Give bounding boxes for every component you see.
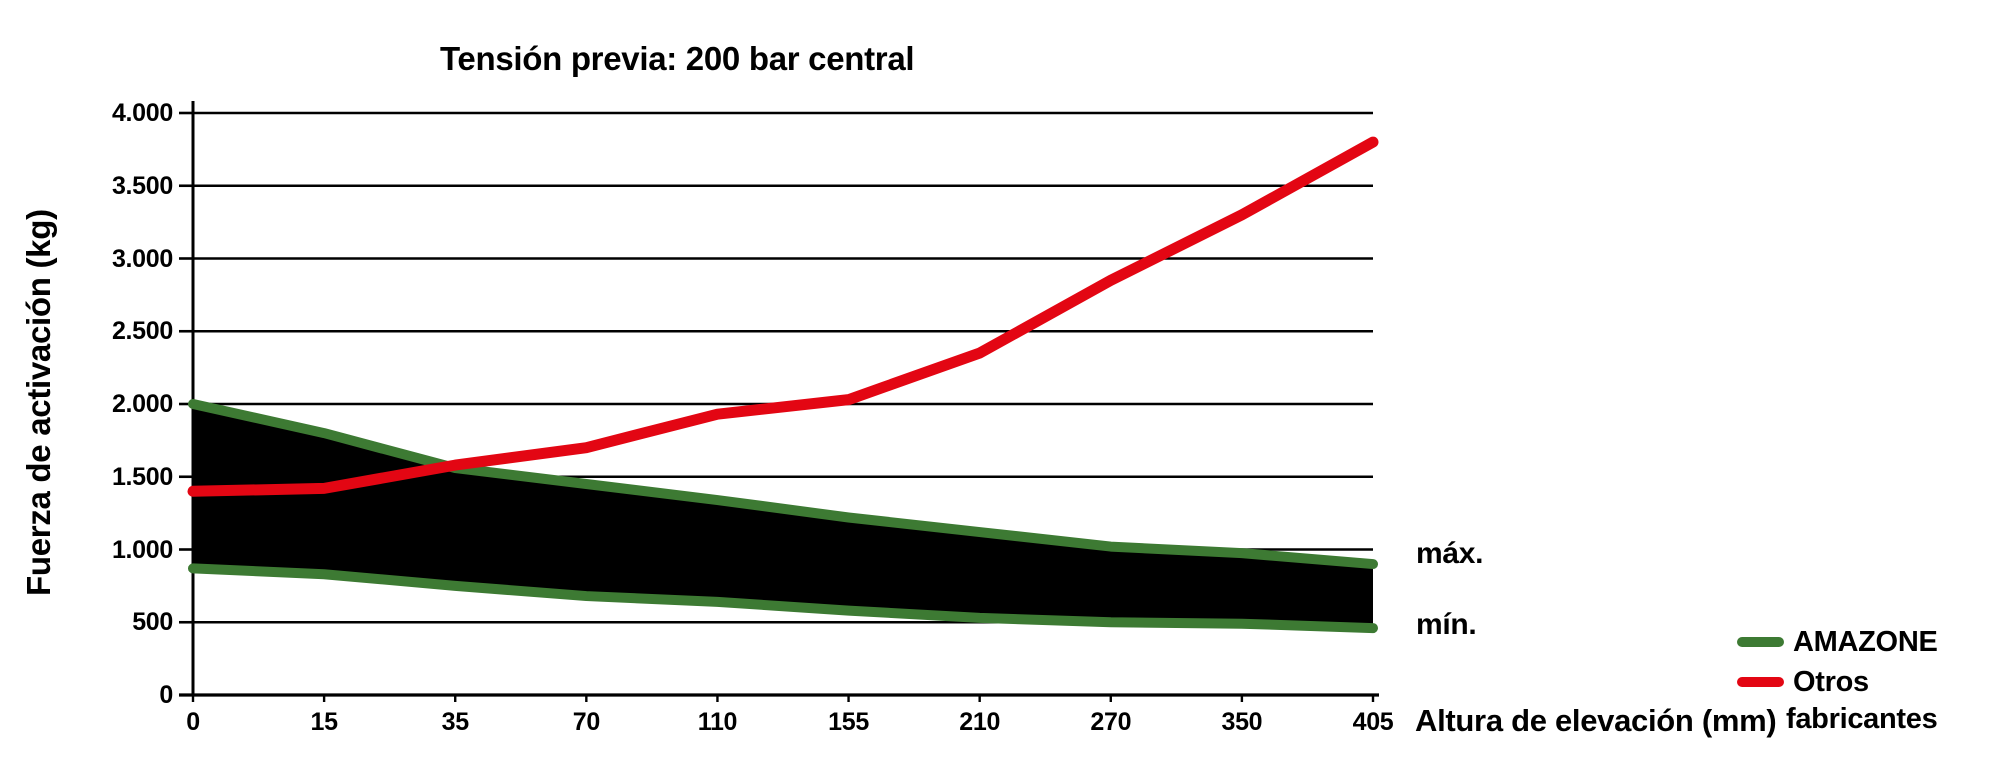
- y-tick-label: 3.000: [111, 244, 173, 273]
- legend-label-amazone: AMAZONE: [1793, 626, 1938, 658]
- y-tick-label: 2.000: [111, 390, 173, 418]
- x-tick-label: 405: [1352, 708, 1394, 736]
- x-tick-label: 15: [310, 708, 339, 736]
- legend: AMAZONE Otros: [1737, 622, 1938, 702]
- x-tick-label: 0: [186, 708, 200, 736]
- x-tick-label: 70: [572, 708, 601, 736]
- x-tick-label: 155: [828, 708, 869, 736]
- x-tick-label: 210: [959, 708, 1001, 736]
- y-tick-label: 500: [132, 608, 173, 637]
- x-tick-label: 110: [697, 708, 738, 736]
- y-tick-label: 1.500: [111, 462, 173, 491]
- y-tick-label: 1.000: [111, 535, 173, 564]
- chart-title: Tensión previa: 200 bar central: [440, 40, 915, 77]
- series-line-amazone-min: [188, 563, 1378, 634]
- x-tick-label: 35: [441, 708, 470, 736]
- legend-label-otros-line2: fabricantes: [1786, 703, 1938, 735]
- x-axis-title: Altura de elevación (mm): [1415, 703, 1777, 738]
- legend-entry-otros: Otros: [1737, 662, 1938, 702]
- legend-label-otros-line1: Otros: [1793, 666, 1869, 698]
- x-tick-label: 270: [1090, 708, 1132, 736]
- amazone-range-band: [193, 404, 1373, 629]
- amazone-line-swatch-icon: [1737, 637, 1784, 647]
- y-tick-label: 3.500: [111, 171, 173, 200]
- otros-line-swatch-icon: [1737, 677, 1784, 687]
- series-line-amazone-max: [188, 399, 1378, 570]
- series-line-otros: [187, 136, 1379, 497]
- y-tick-label: 0: [159, 681, 173, 709]
- y-tick-label: 2.500: [111, 317, 173, 346]
- legend-entry-amazone: AMAZONE: [1737, 622, 1938, 662]
- y-tick-label: 4.000: [111, 99, 173, 127]
- min-band-label: mín.: [1416, 608, 1477, 641]
- x-tick-label: 350: [1221, 708, 1263, 736]
- max-band-label: máx.: [1416, 537, 1484, 570]
